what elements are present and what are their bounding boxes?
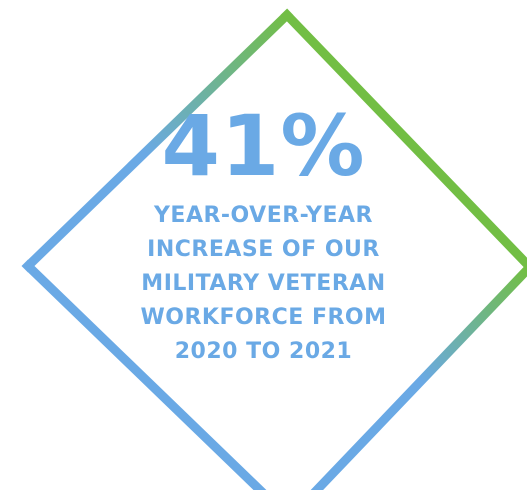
stat-line-4: WORKFORCE FROM [140, 305, 387, 330]
diamond-edge-bottom-left [21, 259, 267, 490]
diamond-edge-top-left [21, 8, 294, 273]
stat-line-5: 2020 TO 2021 [174, 339, 353, 364]
stat-percentage: 41% [161, 97, 366, 195]
stat-line-3: MILITARY VETERAN [141, 271, 386, 296]
diamond-edge-bottom-right [310, 263, 527, 490]
stat-line-1: YEAR-OVER-YEAR [154, 203, 373, 228]
stat-description: YEAR-OVER-YEAR INCREASE OF OUR MILITARY … [0, 199, 527, 369]
diamond-edge-top-right [280, 8, 527, 269]
stat-line-2: INCREASE OF OUR [147, 237, 380, 262]
